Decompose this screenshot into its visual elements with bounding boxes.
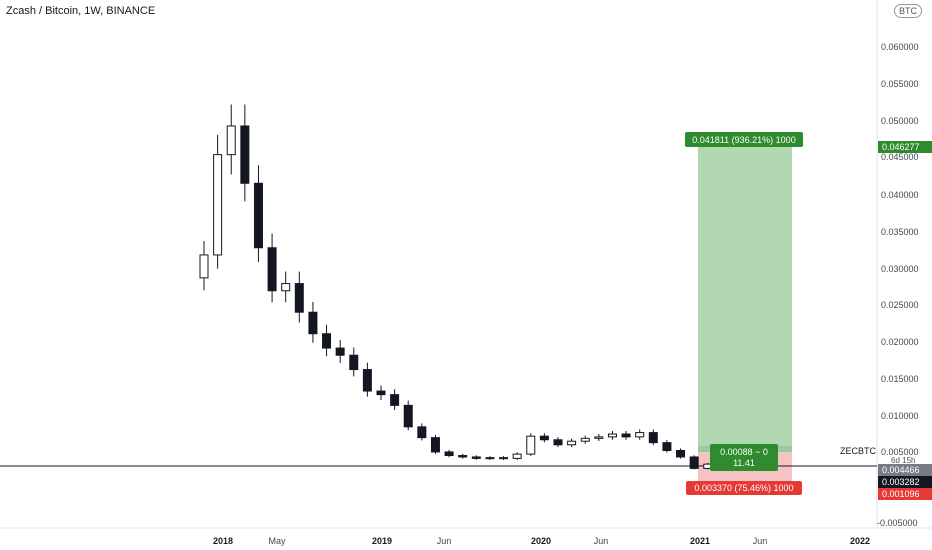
candle <box>580 437 590 442</box>
price-label: 0.055000 <box>881 79 919 89</box>
center-label-line2: 11.41 <box>733 458 755 468</box>
time-label: 2019 <box>372 536 392 546</box>
candle <box>485 457 495 460</box>
entry-price-tag: 0.003282 <box>878 476 932 488</box>
stop-label[interactable]: 0.003370 (75.46%) 1000 <box>686 481 802 495</box>
candle <box>689 456 699 469</box>
price-label: 0.050000 <box>881 116 919 126</box>
time-label: 2020 <box>531 536 551 546</box>
candle <box>594 436 604 439</box>
svg-text:0.004466: 0.004466 <box>882 465 920 475</box>
candle <box>444 451 454 457</box>
svg-text:0.003282: 0.003282 <box>882 477 920 487</box>
candle <box>349 354 359 371</box>
price-label: 0.040000 <box>881 190 919 200</box>
candle <box>417 426 427 439</box>
price-label: -0.005000 <box>877 518 918 528</box>
candle <box>471 456 481 459</box>
time-label: Jun <box>753 536 768 546</box>
candle <box>621 433 631 438</box>
candle <box>676 450 686 458</box>
profit-zone[interactable] <box>698 140 792 452</box>
candle <box>240 125 250 184</box>
chart-title: Zcash / Bitcoin, 1W, BINANCE <box>6 5 156 17</box>
candle <box>403 404 413 428</box>
time-label: 2022 <box>850 536 870 546</box>
candle <box>281 283 291 292</box>
candle <box>512 453 522 459</box>
time-label: May <box>268 536 286 546</box>
candle <box>253 182 263 249</box>
time-axis[interactable]: 2018 May 2019 Jun 2020 Jun 2021 Jun 2022 <box>213 536 870 546</box>
time-label: 2018 <box>213 536 233 546</box>
candle <box>308 311 318 335</box>
price-label: 0.030000 <box>881 264 919 274</box>
price-label: 0.015000 <box>881 374 919 384</box>
candle <box>376 390 386 396</box>
candle <box>553 439 563 446</box>
time-label: Jun <box>437 536 452 546</box>
center-label[interactable]: 0.00088 ~ 0 11.41 <box>710 444 778 471</box>
svg-text:0.001096: 0.001096 <box>882 489 920 499</box>
stop-price-tag: 0.001096 <box>878 488 932 500</box>
candle <box>267 247 277 292</box>
candle <box>648 432 658 444</box>
price-label: 0.045000 <box>881 152 919 162</box>
price-label: 0.010000 <box>881 411 919 421</box>
symbol-label: ZECBTC <box>840 446 876 456</box>
candle <box>213 154 223 256</box>
target-label[interactable]: 0.041811 (936.21%) 1000 <box>685 132 803 147</box>
svg-text:0.046277: 0.046277 <box>882 142 920 152</box>
candle <box>335 347 345 356</box>
candle <box>199 254 209 279</box>
current-price-tag: 0.004466 <box>878 464 932 476</box>
candle <box>567 440 577 446</box>
candle <box>526 435 536 455</box>
target-label-text: 0.041811 (936.21%) 1000 <box>692 135 795 145</box>
candle <box>662 442 672 452</box>
stop-label-text: 0.003370 (75.46%) 1000 <box>694 483 793 493</box>
candle <box>390 394 400 406</box>
candle <box>430 437 440 453</box>
price-label: 0.035000 <box>881 227 919 237</box>
candle <box>362 369 372 392</box>
candle <box>226 125 236 156</box>
center-label-line1: 0.00088 ~ 0 <box>720 447 768 457</box>
candle <box>294 283 304 313</box>
price-label: 0.005000 <box>881 447 919 457</box>
price-axis[interactable]: 0.060000 0.055000 0.050000 0.045000 0.04… <box>877 42 919 528</box>
currency-badge[interactable]: BTC <box>894 4 922 18</box>
target-price-tag: 0.046277 <box>878 141 932 153</box>
time-label: 2021 <box>690 536 710 546</box>
candle <box>635 432 645 438</box>
candle <box>539 435 549 441</box>
price-label: 0.025000 <box>881 300 919 310</box>
candle <box>499 457 509 460</box>
candle <box>607 433 617 438</box>
price-label: 0.020000 <box>881 337 919 347</box>
candlestick-series <box>199 104 740 470</box>
candle <box>458 455 468 458</box>
bar-countdown: 6d 15h <box>891 456 916 465</box>
price-label: 0.060000 <box>881 42 919 52</box>
time-label: Jun <box>594 536 609 546</box>
candle <box>322 333 332 349</box>
